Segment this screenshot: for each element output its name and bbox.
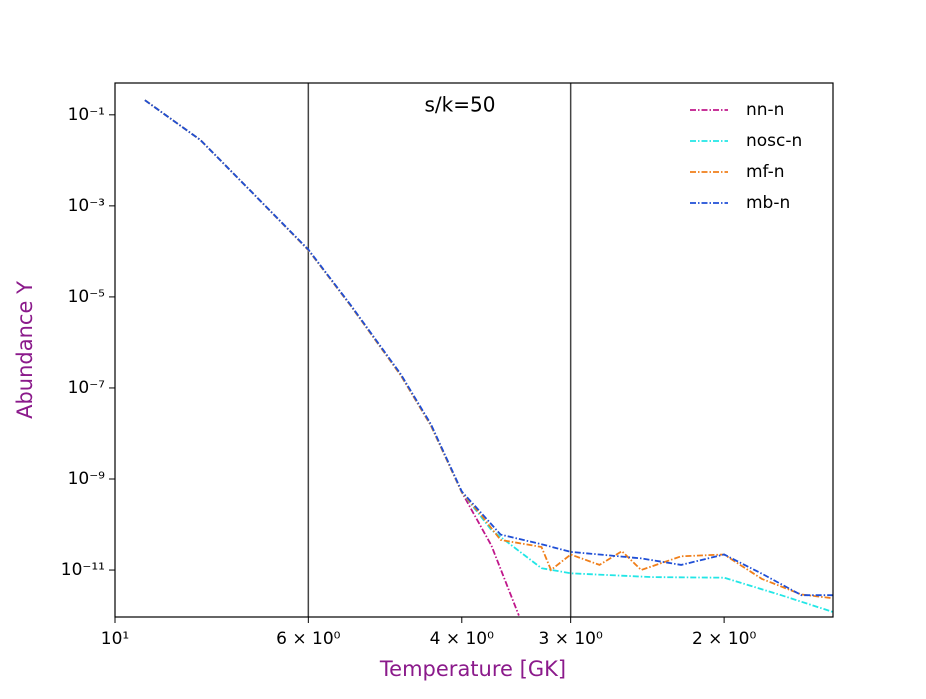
legend-label: nosc-n xyxy=(746,131,802,151)
legend-label: mf-n xyxy=(746,162,785,182)
y-tick-label: 10⁻⁷ xyxy=(68,378,106,398)
x-tick-label: 4 × 10⁰ xyxy=(430,629,494,649)
x-tick-label: 2 × 10⁰ xyxy=(692,629,756,649)
y-tick-label: 10⁻⁵ xyxy=(68,287,105,307)
y-tick-label: 10⁻³ xyxy=(68,196,105,216)
legend-label: nn-n xyxy=(746,100,784,120)
x-tick-label: 6 × 10⁰ xyxy=(276,629,340,649)
series-line xyxy=(144,99,833,597)
x-tick-label: 3 × 10⁰ xyxy=(539,629,603,649)
legend-label: mb-n xyxy=(746,193,790,213)
x-tick-label: 10¹ xyxy=(101,629,129,649)
x-axis-label: Temperature [GK] xyxy=(379,657,566,681)
y-tick-label: 10⁻¹ xyxy=(68,105,105,125)
annotation: s/k=50 xyxy=(425,93,496,117)
y-axis-label: Abundance Y xyxy=(13,281,37,419)
plot-frame xyxy=(114,82,834,618)
y-tick-label: 10⁻⁹ xyxy=(68,469,106,489)
y-tick-label: 10⁻¹¹ xyxy=(61,560,105,580)
